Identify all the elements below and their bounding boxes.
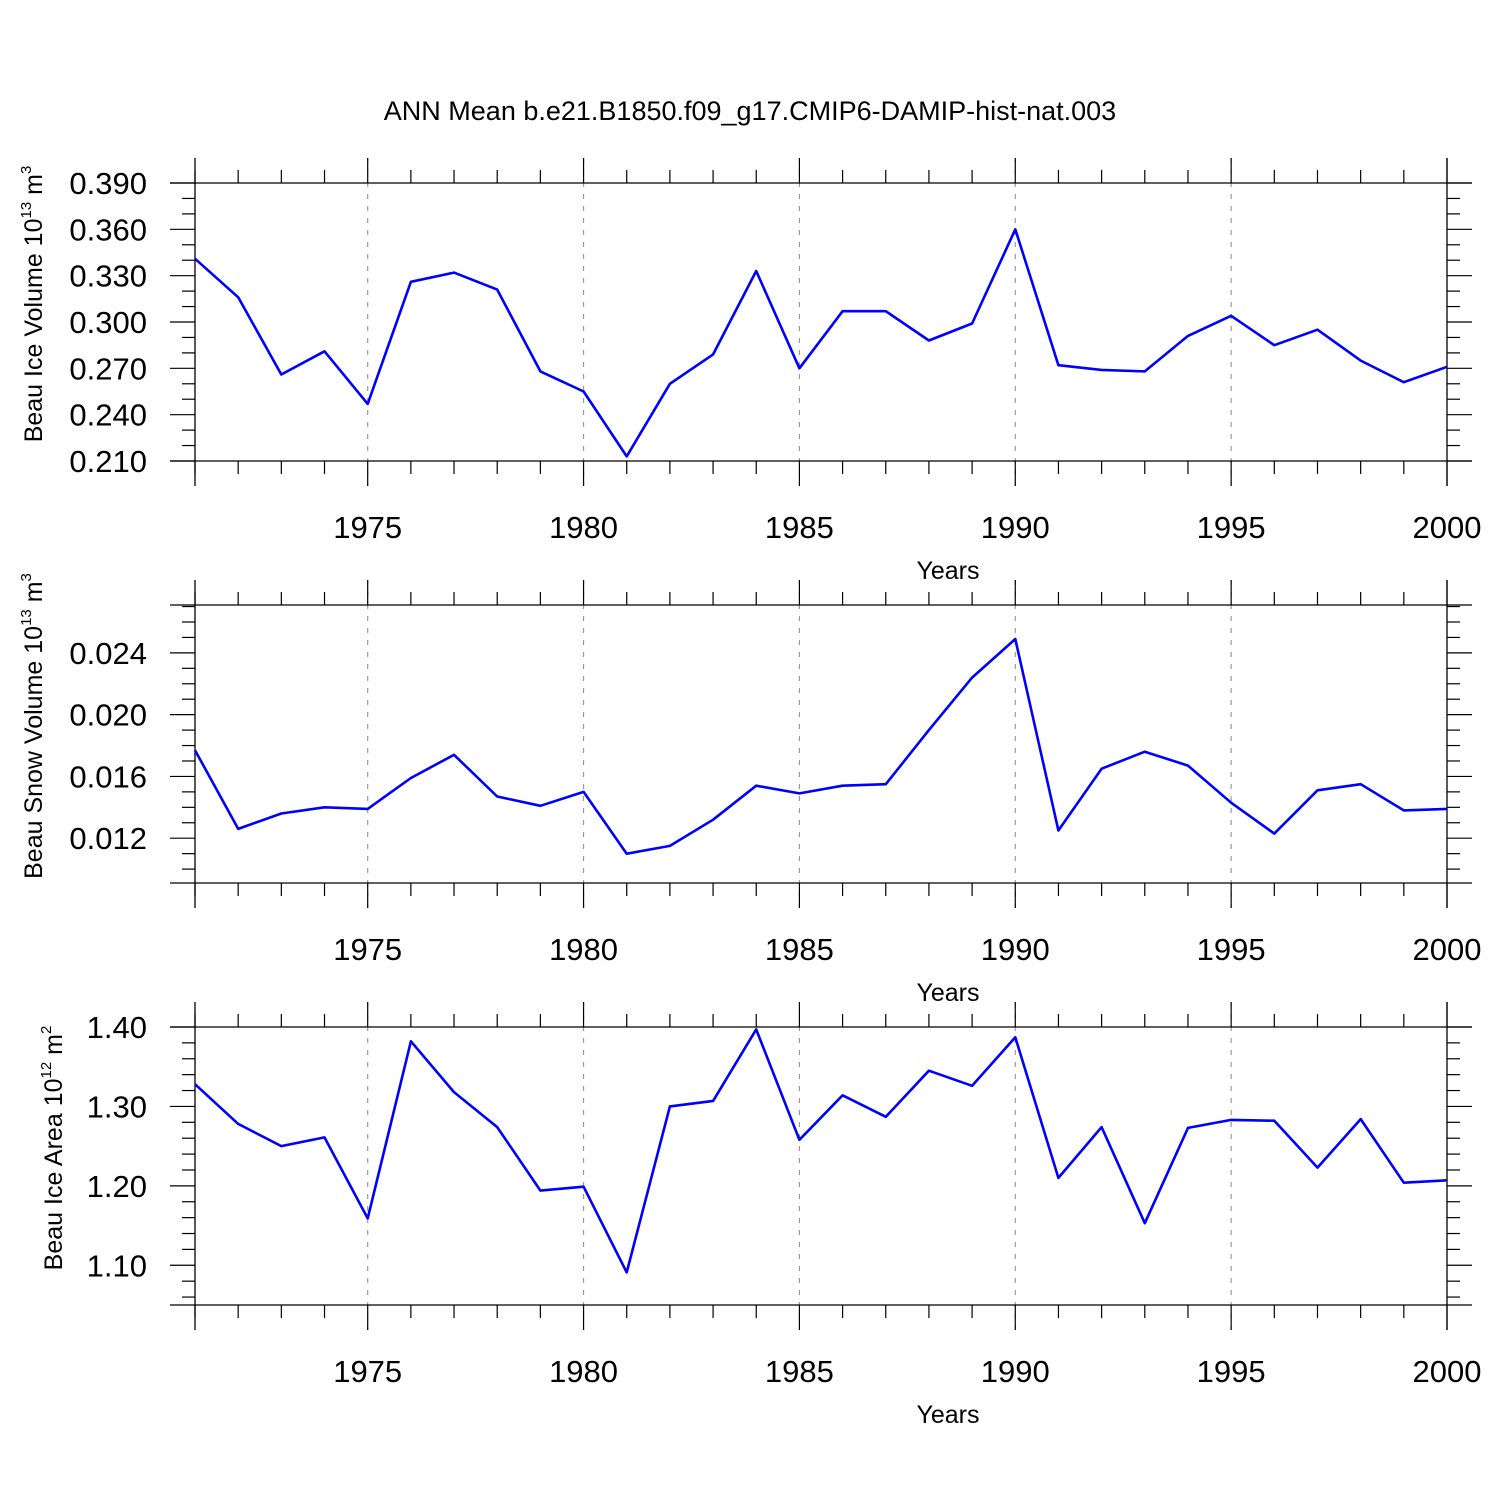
x-tick-label: 1995: [1197, 932, 1266, 967]
y-tick-label: 0.360: [69, 212, 147, 247]
y-tick-label: 0.210: [69, 444, 147, 479]
x-tick-label: 1975: [333, 1354, 402, 1389]
x-tick-label: 2000: [1413, 510, 1482, 545]
series-line: [194, 1028, 1448, 1274]
x-tick-label: 1990: [981, 510, 1050, 545]
y-tick-label: 0.012: [69, 821, 147, 856]
series-line: [194, 228, 1448, 458]
x-tick-label: 1985: [765, 1354, 834, 1389]
y-tick-label: 0.240: [69, 398, 147, 433]
x-tick-label: 1990: [981, 1354, 1050, 1389]
x-axis-label: Years: [916, 979, 979, 1007]
y-tick-label: 0.016: [69, 759, 147, 794]
panel-2: 1975 1980 1985 1990 1995 2000 0.012 0.016 0.020 0…: [18, 573, 1481, 1007]
y-tick-label: 0.300: [69, 305, 147, 340]
y-tick-label: 1.40: [87, 1010, 147, 1045]
x-tick-label: 2000: [1413, 1354, 1482, 1389]
y-tick-label: 0.390: [69, 166, 147, 201]
y-axis-label: Beau Ice Area 1012 m2: [38, 1026, 68, 1271]
x-axis-label: Years: [916, 1401, 979, 1429]
y-axis-label: Beau Snow Volume 1013 m3: [18, 573, 48, 879]
y-tick-label: 1.20: [87, 1169, 147, 1204]
x-tick-label: 1995: [1197, 1354, 1266, 1389]
x-tick-label: 1980: [549, 510, 618, 545]
y-tick-label: 0.020: [69, 698, 147, 733]
panels: 1975 1980 1985 1990 1995 2000 0.210 0.240 0.270 0…: [18, 158, 1481, 1429]
panel-1: 1975 1980 1985 1990 1995 2000 0.210 0.240 0.270 0…: [18, 158, 1481, 585]
y-axis-label: Beau Ice Volume 1013 m3: [18, 166, 48, 443]
y-tick-label: 1.10: [87, 1248, 147, 1283]
y-tick-label: 1.30: [87, 1089, 147, 1124]
x-tick-label: 1995: [1197, 510, 1266, 545]
x-tick-label: 1975: [333, 510, 402, 545]
x-tick-label: 2000: [1413, 932, 1482, 967]
x-tick-label: 1985: [765, 932, 834, 967]
x-tick-label: 1985: [765, 510, 834, 545]
chart-title: ANN Mean b.e21.B1850.f09_g17.CMIP6-DAMIP…: [384, 96, 1116, 126]
x-tick-label: 1980: [549, 1354, 618, 1389]
y-tick-label: 0.270: [69, 351, 147, 386]
y-tick-label: 0.330: [69, 259, 147, 294]
panel-3: 1975 1980 1985 1990 1995 2000 1.10 1.20 1.30 1.40…: [38, 1002, 1481, 1429]
x-axis-label: Years: [916, 557, 979, 585]
x-tick-label: 1990: [981, 932, 1050, 967]
y-tick-label: 0.024: [69, 636, 147, 671]
series-line: [193, 637, 1448, 856]
x-tick-label: 1975: [333, 932, 402, 967]
x-tick-label: 1980: [549, 932, 618, 967]
